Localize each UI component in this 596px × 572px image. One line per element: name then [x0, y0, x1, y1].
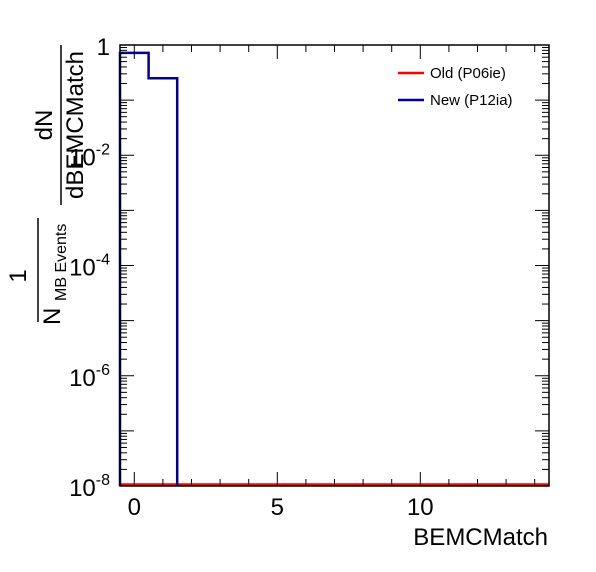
- y-title-n: N: [39, 308, 66, 325]
- y-tick-exponent: -4: [96, 252, 110, 269]
- histogram-layer: [118, 51, 549, 486]
- y-title-one: 1: [5, 269, 32, 282]
- y-tick-label: 10-2: [69, 141, 110, 171]
- x-axis-ticks: 0 5 10: [128, 45, 536, 521]
- x-tick-label: 0: [128, 494, 141, 521]
- y-title-dn: dN: [31, 110, 58, 141]
- y-tick-label: 10-4: [69, 252, 110, 282]
- legend-label: Old (P06ie): [430, 65, 506, 82]
- y-tick-label: 10-6: [69, 362, 110, 392]
- y-tick-exponent: -8: [96, 472, 110, 489]
- y-tick-label: 10-8: [69, 472, 110, 502]
- y-tick-exponent: -6: [96, 362, 110, 379]
- y-title-dbemcmatch: dBEMCMatch: [62, 51, 89, 199]
- y-axis-ticks: 1 10-2 10-4 10-6 10-8: [69, 34, 549, 502]
- y-title-n-sub: MB Events: [53, 224, 70, 301]
- series-new-line: [118, 51, 179, 486]
- x-tick-label: 10: [407, 494, 434, 521]
- y-axis-title: 1 N MB Events dN dBEMCMatch: [5, 45, 89, 325]
- y-tick-exponent: -2: [96, 141, 110, 158]
- plot-frame: [119, 44, 550, 487]
- x-axis-title: BEMCMatch: [413, 524, 548, 551]
- y-title-n-events: N MB Events: [39, 224, 70, 325]
- svg-text:N MB Events: N MB Events: [39, 224, 70, 325]
- legend: Old (P06ie) New (P12ia): [398, 65, 513, 109]
- x-tick-label: 5: [271, 494, 284, 521]
- legend-label: New (P12ia): [430, 92, 513, 109]
- y-tick-label: 1: [97, 34, 110, 61]
